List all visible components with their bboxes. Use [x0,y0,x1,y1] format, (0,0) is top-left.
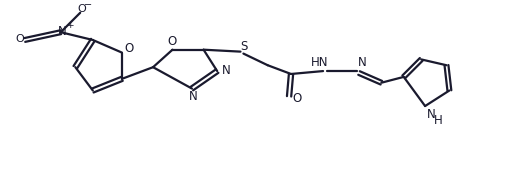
Text: H: H [434,114,443,127]
Text: −: − [84,0,92,10]
Text: O: O [168,35,177,48]
Text: N: N [188,90,197,103]
Text: N: N [221,64,230,77]
Text: O: O [124,42,133,55]
Text: O: O [292,92,301,105]
Text: O: O [78,4,87,14]
Text: N: N [58,25,67,38]
Text: N: N [426,108,435,121]
Text: O: O [15,34,24,44]
Text: S: S [241,40,248,53]
Text: N: N [357,56,366,69]
Text: +: + [66,21,73,30]
Text: HN: HN [311,56,328,69]
